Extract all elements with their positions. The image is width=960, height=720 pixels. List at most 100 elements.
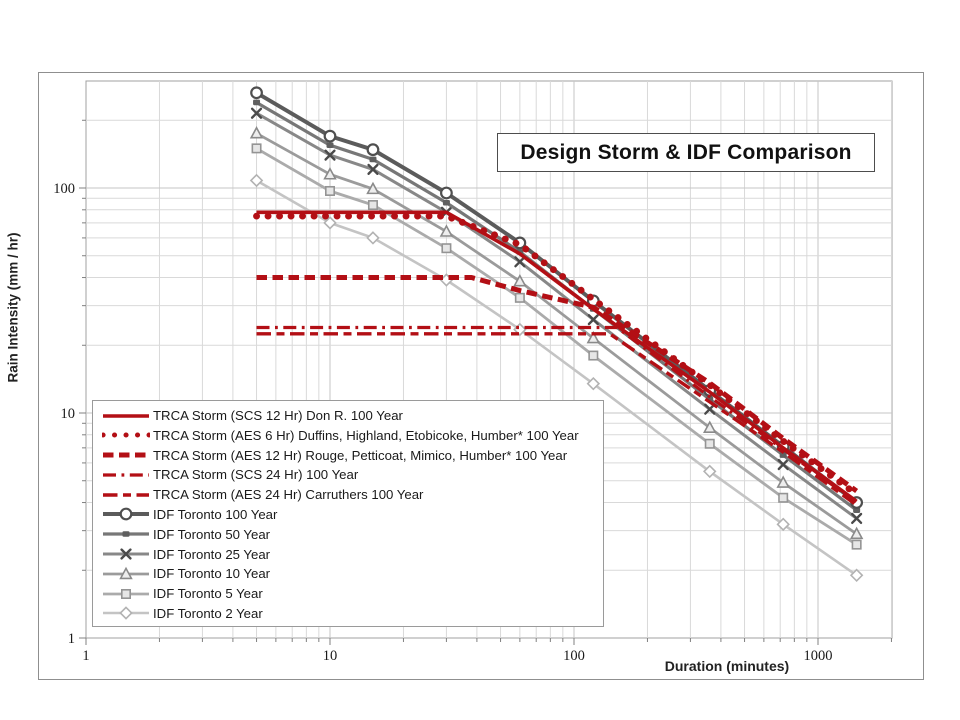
legend-item: IDF Toronto 25 Year: [102, 545, 597, 564]
marker-x: [777, 458, 789, 471]
marker-filled-square: [253, 99, 261, 106]
marker-triangle: [323, 167, 337, 180]
legend-sample: [103, 452, 149, 458]
series-markers: [251, 143, 862, 550]
marker-filled-square: [326, 142, 334, 148]
marker-x: [120, 548, 132, 560]
y-tick-label: 10: [61, 406, 76, 422]
marker-circle: [366, 143, 380, 157]
marker-diamond: [586, 376, 601, 391]
marker-square: [441, 243, 452, 254]
legend-sample: [103, 606, 149, 621]
legend-sample: [103, 492, 149, 497]
marker-triangle: [119, 566, 133, 580]
marker-square: [251, 143, 262, 154]
marker-x: [514, 256, 526, 268]
marker-square: [704, 438, 715, 449]
marker-filled-square: [442, 199, 450, 206]
legend-label: TRCA Storm (SCS 24 Hr) 100 Year: [153, 467, 359, 483]
marker-x: [851, 512, 863, 525]
marker-triangle: [702, 420, 717, 433]
marker-x: [324, 149, 336, 161]
legend-sample: [103, 588, 149, 599]
marker-diamond: [366, 231, 380, 245]
marker-square: [588, 350, 599, 361]
legend-item: TRCA Storm (SCS 24 Hr) 100 Year: [102, 465, 597, 484]
legend-item: IDF Toronto 10 Year: [102, 564, 597, 583]
marker-diamond: [849, 568, 864, 583]
marker-x: [587, 314, 599, 326]
marker-filled-square: [853, 507, 861, 513]
legend-item: TRCA Storm (SCS 12 Hr) Don R. 100 Year: [102, 406, 597, 425]
axis-ticks: [79, 119, 892, 645]
legend-sample: [103, 508, 149, 521]
legend-sample: [102, 432, 150, 438]
legend-item: IDF Toronto 50 Year: [102, 525, 597, 544]
marker-triangle: [586, 330, 601, 344]
marker-triangle: [366, 181, 380, 195]
marker-filled-square: [122, 531, 130, 538]
tick-labels: 1 10 100 1000 1 10 100: [53, 181, 832, 664]
marker-triangle: [249, 126, 264, 139]
marker-square: [514, 292, 525, 303]
marker-circle: [119, 508, 133, 521]
chart-title-box: Design Storm & IDF Comparison: [497, 133, 875, 172]
legend-item: TRCA Storm (AES 12 Hr) Rouge, Petticoat,…: [102, 446, 597, 465]
legend-sample: [103, 413, 149, 418]
x-tick-label: 100: [563, 648, 585, 664]
y-axis-title: Rain Intensity (mm / hr): [5, 232, 21, 383]
legend-sample: [103, 473, 149, 477]
legend-label: IDF Toronto 100 Year: [153, 506, 278, 522]
marker-diamond: [703, 464, 717, 479]
marker-square: [120, 588, 131, 599]
marker-circle: [440, 186, 453, 200]
marker-square: [324, 185, 335, 196]
legend-sample: [103, 566, 149, 580]
legend-item: TRCA Storm (AES 6 Hr) Duffins, Highland,…: [102, 426, 597, 445]
legend-label: TRCA Storm (AES 24 Hr) Carruthers 100 Ye…: [153, 487, 424, 503]
marker-circle: [323, 129, 337, 143]
y-tick-label: 1: [68, 631, 75, 647]
x-tick-label: 1: [82, 648, 89, 664]
marker-triangle: [849, 526, 864, 540]
marker-diamond: [323, 216, 337, 230]
marker-triangle: [513, 273, 527, 287]
x-axis-title: Duration (minutes): [664, 658, 790, 674]
legend-label: IDF Toronto 25 Year: [153, 546, 271, 562]
marker-square: [851, 539, 862, 550]
legend-item: TRCA Storm (AES 24 Hr) Carruthers 100 Ye…: [102, 485, 597, 504]
marker-square: [778, 492, 789, 503]
legend-label: TRCA Storm (SCS 12 Hr) Don R. 100 Year: [153, 408, 403, 423]
legend-sample: [103, 531, 149, 538]
legend-label: IDF Toronto 50 Year: [153, 526, 271, 542]
series-line: [256, 210, 858, 503]
series-line: [253, 212, 860, 498]
legend-item: IDF Toronto 100 Year: [102, 505, 597, 524]
marker-filled-square: [779, 452, 787, 458]
marker-triangle: [776, 475, 790, 488]
marker-x: [250, 107, 263, 119]
marker-circle: [250, 86, 263, 100]
marker-x: [704, 403, 716, 415]
legend-item: IDF Toronto 5 Year: [102, 584, 597, 603]
legend-label: IDF Toronto 10 Year: [153, 566, 271, 582]
marker-diamond: [249, 173, 264, 188]
series-markers: [249, 126, 864, 540]
series-line: [256, 332, 858, 507]
legend-item: IDF Toronto 2 Year: [102, 604, 597, 623]
legend-label: TRCA Storm (AES 12 Hr) Rouge, Petticoat,…: [153, 447, 568, 463]
legend-label: IDF Toronto 2 Year: [153, 605, 263, 621]
marker-diamond: [776, 517, 790, 532]
marker-filled-square: [369, 156, 377, 163]
legend-label: IDF Toronto 5 Year: [153, 586, 263, 602]
marker-x: [367, 163, 379, 175]
marker-diamond: [119, 606, 133, 621]
x-tick-label: 1000: [804, 648, 833, 664]
x-tick-label: 10: [323, 648, 338, 664]
y-tick-label: 100: [53, 181, 75, 197]
legend: TRCA Storm (SCS 12 Hr) Don R. 100 Year TR…: [92, 400, 604, 627]
marker-square: [367, 200, 378, 211]
chart-title: Design Storm & IDF Comparison: [520, 140, 852, 164]
legend-label: TRCA Storm (AES 6 Hr) Duffins, Highland,…: [153, 427, 579, 443]
